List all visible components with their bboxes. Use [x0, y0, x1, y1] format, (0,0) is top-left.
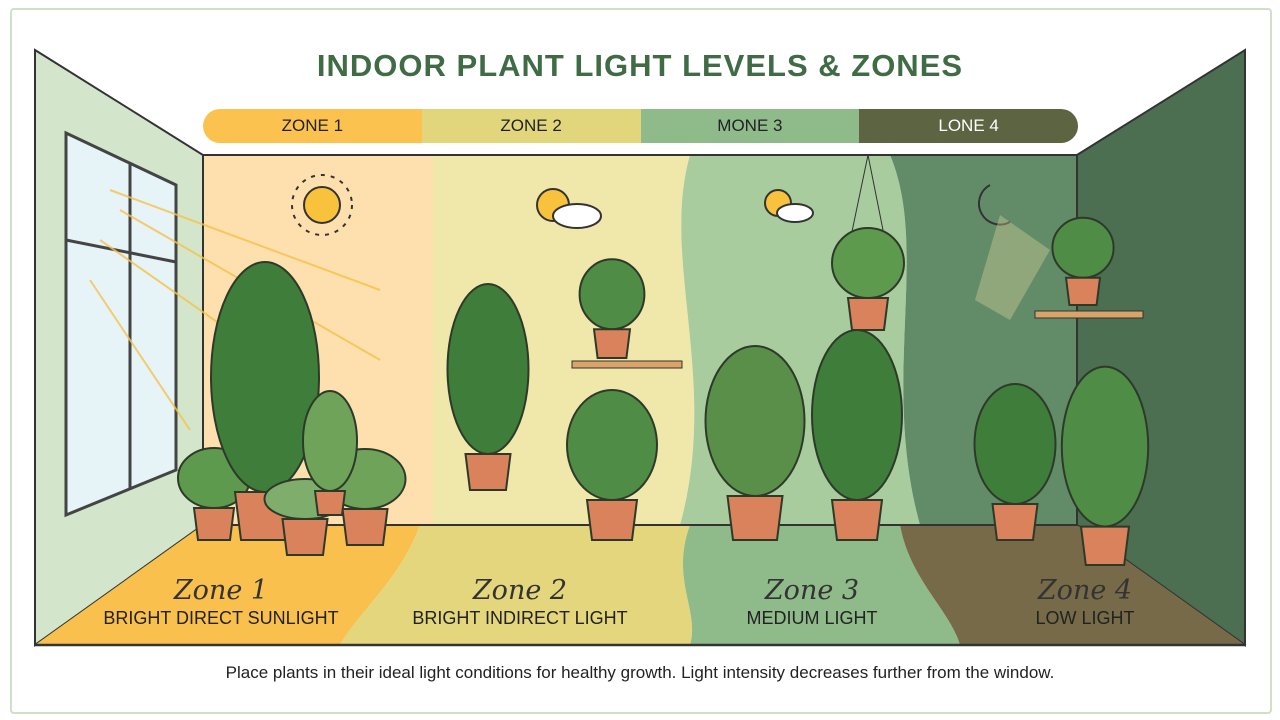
zone-name: Zone 2: [472, 575, 568, 606]
zone-bar-4: LONE 4: [859, 109, 1078, 143]
sun-cloud-icon: [764, 189, 814, 223]
plant-icon: [1051, 216, 1115, 306]
zone-light: BRIGHT INDIRECT LIGHT: [412, 608, 628, 628]
zone-bar-3: MONE 3: [640, 109, 860, 143]
zone-bar-2: ZONE 2: [421, 109, 641, 143]
zone-name: Zone 3: [764, 575, 860, 606]
sun-cloud-icon: [536, 188, 602, 229]
plant-icon: [302, 390, 358, 516]
zone-light: MEDIUM LIGHT: [746, 608, 878, 628]
plant-icon: [704, 345, 806, 541]
plant-icon: [831, 227, 905, 331]
zone-bar-1: ZONE 1: [203, 109, 422, 143]
page-border: [10, 8, 1272, 714]
floor-zone-2: [340, 525, 693, 645]
zone-label-4: Zone 4 LOW LIGHT: [935, 575, 1235, 629]
floor-zone-3: [682, 525, 960, 645]
floor-zone-4: [900, 525, 1245, 645]
zone-name: Zone 1: [173, 575, 269, 606]
zone-label-2: Zone 2 BRIGHT INDIRECT LIGHT: [370, 575, 670, 629]
plant-icon: [566, 389, 658, 541]
zone-bar: ZONE 1 ZONE 2 MONE 3 LONE 4: [203, 109, 1078, 143]
window-icon: [64, 130, 178, 518]
moon-icon: [975, 184, 1050, 320]
plant-icon: [446, 283, 530, 491]
sun-icon: [291, 174, 353, 236]
plant-icon: [973, 383, 1057, 541]
wall-shelf: [1034, 310, 1144, 319]
plant-icon: [578, 258, 646, 359]
zone-name: Zone 4: [1037, 575, 1133, 606]
zone-label-1: Zone 1 BRIGHT DIRECT SUNLIGHT: [71, 575, 371, 629]
plant-icon: [1060, 365, 1150, 566]
zone-light: BRIGHT DIRECT SUNLIGHT: [103, 608, 339, 628]
caption: Place plants in their ideal light condit…: [225, 663, 1055, 682]
zone-label-3: Zone 3 MEDIUM LIGHT: [662, 575, 962, 629]
page-title: INDOOR PLANT LIGHT LEVELS & ZONES: [316, 48, 964, 83]
wall-shelf: [571, 360, 683, 369]
zone-light: LOW LIGHT: [1035, 608, 1135, 628]
